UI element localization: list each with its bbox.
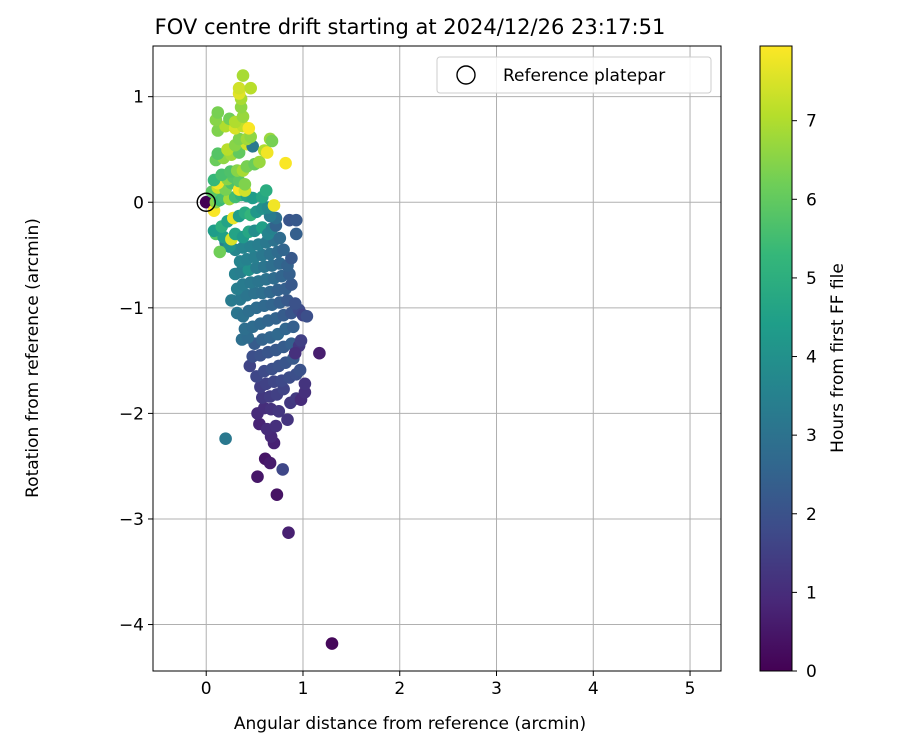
colorbar-tick-label: 5 <box>806 269 817 289</box>
data-point <box>300 310 314 323</box>
colorbar-tick-label: 1 <box>806 583 817 603</box>
data-point <box>288 297 302 310</box>
data-point <box>211 147 225 160</box>
data-point <box>276 463 290 476</box>
data-point <box>236 69 250 82</box>
x-tick-label: 4 <box>588 679 599 699</box>
colorbar-label: Hours from first FF file <box>828 263 848 453</box>
x-axis-label: Angular distance from reference (arcmin) <box>234 714 586 734</box>
data-point <box>267 199 281 212</box>
colorbar-gradient <box>759 45 793 672</box>
legend: Reference platepar <box>436 56 712 94</box>
data-point <box>238 178 252 191</box>
x-tick-label: 3 <box>491 679 502 699</box>
colorbar-tick-label: 6 <box>806 190 817 210</box>
data-point <box>242 122 256 135</box>
x-tick-label: 0 <box>201 679 212 699</box>
data-point <box>325 637 339 650</box>
y-tick-label: 1 <box>133 88 144 108</box>
plot-grid <box>153 46 721 671</box>
data-point <box>293 363 307 377</box>
data-point <box>260 146 274 159</box>
data-point <box>289 227 303 241</box>
data-point <box>259 184 273 197</box>
x-axis-ticks: 0 1 2 3 4 5 <box>201 671 696 699</box>
y-tick-label: 0 <box>133 193 144 213</box>
plot-frame <box>152 45 722 672</box>
data-point <box>213 245 227 259</box>
data-point <box>263 456 277 470</box>
reference-marker <box>196 192 216 212</box>
data-point <box>232 81 246 95</box>
colorbar-ticks: 0 1 2 3 4 5 6 7 <box>792 112 817 682</box>
data-point <box>298 377 312 391</box>
data-point <box>199 195 213 209</box>
y-tick-label: −3 <box>119 510 144 530</box>
colorbar-tick-label: 4 <box>806 348 817 368</box>
data-point <box>244 81 257 95</box>
data-points <box>199 69 339 650</box>
data-point <box>289 213 303 227</box>
y-tick-label: −1 <box>119 299 144 319</box>
data-point <box>287 320 300 334</box>
data-point <box>313 346 326 360</box>
data-point <box>285 251 298 265</box>
data-point <box>243 359 257 373</box>
data-point <box>282 526 295 539</box>
data-point <box>273 231 287 245</box>
legend-label: Reference platepar <box>503 66 665 86</box>
colorbar-tick-label: 2 <box>806 505 817 525</box>
chart-title: FOV centre drift starting at 2024/12/26 … <box>155 15 666 39</box>
data-point <box>281 413 294 427</box>
x-tick-label: 2 <box>394 679 405 699</box>
colorbar-tick-label: 3 <box>806 426 817 446</box>
data-point <box>265 134 279 148</box>
colorbar-tick-label: 0 <box>806 662 817 682</box>
data-point <box>251 470 264 484</box>
data-point <box>285 278 298 291</box>
data-point <box>270 488 284 502</box>
data-point <box>219 432 232 446</box>
data-point <box>288 346 302 360</box>
x-tick-label: 5 <box>685 679 696 699</box>
colorbar-tick-label: 7 <box>806 112 817 132</box>
reference-platepar-marker <box>196 192 216 212</box>
y-axis-label: Rotation from reference (arcmin) <box>23 218 43 498</box>
y-tick-label: −2 <box>119 404 144 424</box>
y-tick-label: −4 <box>119 616 144 636</box>
data-point <box>269 419 283 433</box>
data-point <box>294 334 308 347</box>
legend-box <box>436 56 712 94</box>
data-point <box>279 156 292 170</box>
data-point <box>272 405 286 418</box>
data-point <box>236 110 250 123</box>
x-tick-label: 1 <box>298 679 309 699</box>
data-point <box>253 155 266 169</box>
colorbar: 0 1 2 3 4 5 6 7 Hours from first FF file <box>759 45 848 682</box>
data-point <box>211 106 225 119</box>
y-axis-ticks: −4 −3 −2 −1 0 1 <box>119 88 153 636</box>
legend-reference-marker <box>456 65 476 85</box>
data-point <box>277 243 290 257</box>
